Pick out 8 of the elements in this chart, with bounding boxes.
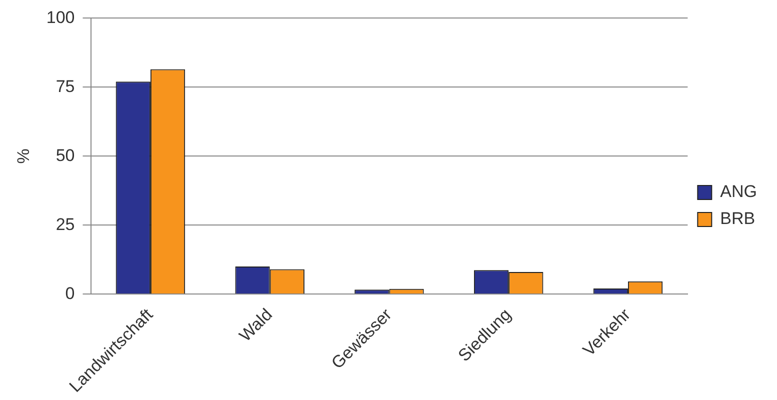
y-axis-title: % (14, 148, 33, 164)
y-tick-label: 0 (65, 284, 75, 303)
legend-label: ANG (720, 182, 758, 202)
y-tick-label: 25 (56, 214, 75, 234)
y-tick-label: 100 (46, 8, 75, 27)
y-tick-label: 50 (56, 146, 75, 165)
y-tick-label: 75 (56, 76, 75, 96)
legend-label: BRB (720, 209, 756, 228)
